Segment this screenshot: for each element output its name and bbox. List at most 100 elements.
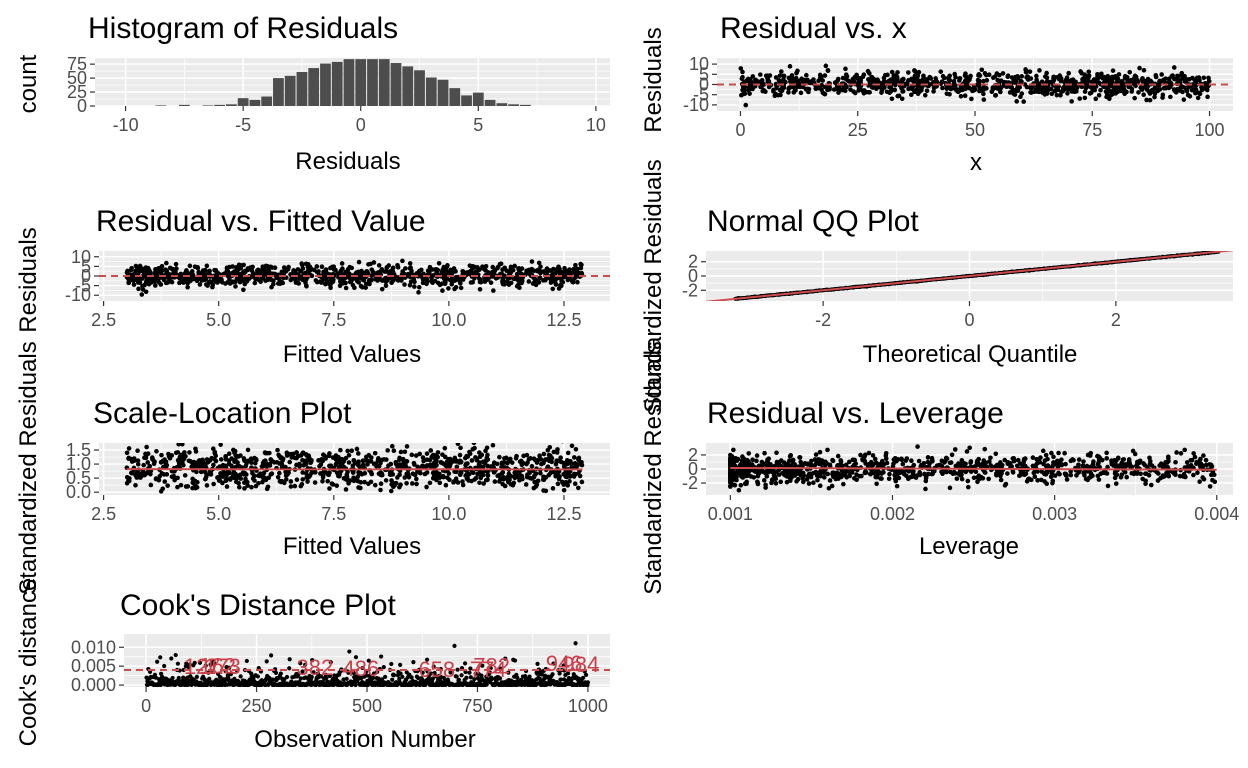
data-point [272, 460, 277, 465]
data-point [124, 450, 130, 456]
data-point [284, 453, 290, 458]
data-point [366, 481, 371, 487]
data-point [164, 462, 170, 468]
data-point [1174, 88, 1180, 93]
data-point [825, 67, 831, 73]
data-point [822, 73, 828, 78]
histogram-panel: Histogram of Residuals -10 -5 0 5 100255075 … [15, 12, 610, 175]
data-point [420, 455, 426, 460]
histogram-bar [472, 92, 484, 106]
data-point [407, 261, 413, 266]
data-point [154, 449, 159, 454]
residual-vs-fitted-panel: Residual vs. Fitted Value 2.5 5.0 7.5 10.0 1… [15, 205, 610, 368]
data-point [986, 476, 991, 482]
data-point [1086, 74, 1091, 79]
data-point [330, 279, 336, 284]
data-point [874, 481, 879, 487]
data-point [187, 278, 192, 284]
data-point [553, 276, 559, 282]
data-point [498, 261, 504, 267]
data-point [243, 476, 248, 482]
data-point [454, 469, 459, 475]
data-point [915, 444, 920, 449]
data-point [959, 458, 965, 463]
data-point [738, 461, 744, 467]
data-point [1104, 91, 1110, 96]
data-point [1146, 472, 1152, 478]
data-point [295, 280, 300, 285]
data-point [1110, 68, 1116, 73]
histogram-bar [425, 77, 437, 106]
data-point [1005, 74, 1011, 80]
data-point [281, 265, 287, 270]
data-point [1133, 83, 1139, 89]
residual-vs-x-title: Residual vs. x [720, 12, 907, 45]
data-point [851, 475, 857, 481]
data-point [1193, 90, 1198, 96]
data-point [534, 479, 540, 485]
data-point [505, 279, 510, 284]
data-point [774, 459, 780, 465]
x-tick-label: 0 [356, 115, 366, 135]
data-point [383, 478, 389, 483]
data-point [200, 457, 205, 463]
data-point [938, 69, 944, 74]
data-point [258, 268, 263, 273]
data-point [923, 486, 928, 492]
data-point [1160, 92, 1166, 98]
data-point [400, 258, 405, 264]
data-point [480, 264, 485, 269]
data-point [165, 273, 171, 278]
data-point [277, 470, 282, 476]
data-point [957, 76, 963, 81]
data-point [955, 87, 960, 92]
data-point [133, 268, 139, 274]
data-point [753, 77, 758, 83]
scale-location-points [124, 443, 585, 494]
y-tick-label: 0.0 [66, 482, 91, 502]
data-point [477, 472, 482, 477]
data-point [385, 448, 390, 453]
data-point [425, 278, 430, 284]
data-point [427, 480, 433, 486]
data-point [358, 485, 363, 491]
data-point [749, 462, 755, 467]
data-point [1095, 76, 1101, 81]
data-point [579, 479, 585, 485]
data-point [461, 269, 467, 275]
data-point [234, 276, 240, 282]
data-point [126, 446, 132, 451]
data-point [887, 471, 892, 477]
data-point [1182, 79, 1188, 84]
data-point [851, 89, 856, 94]
data-point [981, 87, 986, 92]
data-point [836, 86, 842, 91]
data-point [1049, 450, 1054, 456]
data-point [314, 264, 320, 269]
data-point [968, 73, 973, 79]
y-tick-label: -5 [693, 85, 709, 105]
data-point [228, 475, 234, 481]
data-point [916, 89, 922, 94]
data-point [148, 482, 154, 488]
x-tick-label: 25 [848, 120, 868, 140]
data-point [1092, 87, 1098, 93]
data-point [187, 450, 192, 455]
data-point [173, 268, 178, 274]
data-point [330, 455, 336, 460]
data-point [397, 455, 402, 461]
data-point [236, 454, 241, 459]
data-point [136, 286, 141, 292]
data-point [356, 451, 361, 456]
data-point [389, 482, 394, 487]
normal-qq-title: Normal QQ Plot [707, 205, 919, 238]
data-point [544, 270, 550, 275]
data-point [779, 69, 784, 74]
data-point [371, 260, 377, 265]
x-tick-label: 75 [1082, 120, 1102, 140]
data-point [135, 461, 141, 467]
data-point [197, 276, 202, 281]
histogram-bar [414, 70, 425, 106]
data-point [457, 460, 462, 465]
data-point [751, 475, 757, 480]
